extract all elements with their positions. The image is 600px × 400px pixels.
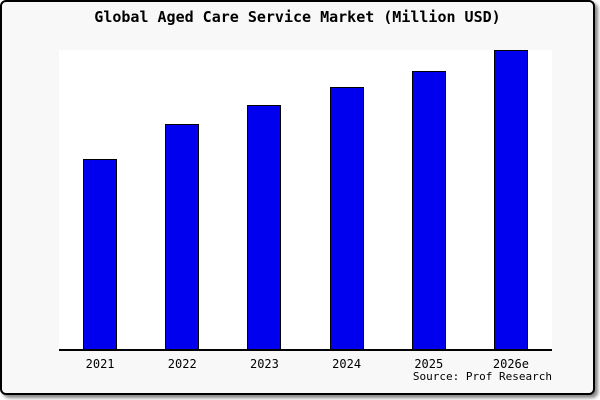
bar-2026e bbox=[493, 50, 528, 349]
x-tick-label-2026e: 2026e bbox=[492, 357, 529, 371]
bar-2024 bbox=[329, 87, 364, 349]
bar-slot-2022 bbox=[141, 50, 223, 349]
x-tick-label-2021: 2021 bbox=[85, 357, 115, 371]
bar-2023 bbox=[247, 105, 282, 349]
bar-slot-2023 bbox=[223, 50, 305, 349]
bar-slot-2025 bbox=[388, 50, 470, 349]
bar-2025 bbox=[411, 71, 446, 349]
chart-title: Global Aged Care Service Market (Million… bbox=[94, 8, 501, 26]
source-credit: Source: Prof Research bbox=[412, 370, 552, 383]
bar-slot-2026e bbox=[470, 50, 552, 349]
x-tick-label-2022: 2022 bbox=[167, 357, 197, 371]
bar-2022 bbox=[165, 124, 200, 349]
chart-frame: Global Aged Care Service Market (Million… bbox=[0, 0, 595, 395]
bar-slot-2021 bbox=[59, 50, 141, 349]
bar-slot-2024 bbox=[306, 50, 388, 349]
bar-2021 bbox=[83, 159, 118, 349]
x-tick-label-2025: 2025 bbox=[414, 357, 444, 371]
plot-area bbox=[59, 50, 552, 351]
x-axis-labels: 2021 2022 2023 2024 2025 2026e bbox=[59, 357, 552, 371]
x-tick-label-2024: 2024 bbox=[332, 357, 362, 371]
x-tick-label-2023: 2023 bbox=[249, 357, 279, 371]
